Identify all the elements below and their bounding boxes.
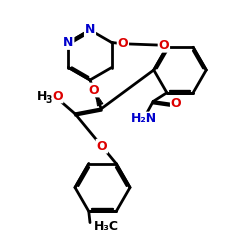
Text: H: H — [36, 90, 47, 103]
Text: O: O — [52, 90, 63, 103]
Text: H₂N: H₂N — [131, 112, 158, 126]
Text: O: O — [96, 140, 107, 153]
Text: H₃C: H₃C — [94, 220, 119, 233]
Text: O: O — [118, 37, 128, 50]
Text: O: O — [171, 98, 181, 110]
Text: O: O — [158, 39, 169, 52]
Text: O: O — [88, 84, 99, 96]
Text: 3: 3 — [45, 95, 52, 105]
Text: N: N — [85, 24, 95, 36]
Text: N: N — [63, 36, 74, 49]
